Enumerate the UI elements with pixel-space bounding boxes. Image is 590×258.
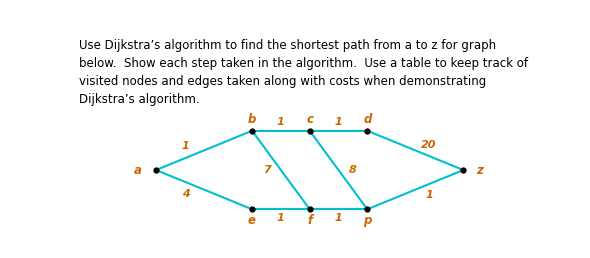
Text: f: f xyxy=(307,214,312,227)
Text: a: a xyxy=(134,164,142,176)
Text: b: b xyxy=(248,113,256,126)
Text: z: z xyxy=(476,164,483,176)
Text: 4: 4 xyxy=(182,189,189,199)
Text: e: e xyxy=(248,214,256,227)
Text: 1: 1 xyxy=(335,117,342,127)
Text: visited nodes and edges taken along with costs when demonstrating: visited nodes and edges taken along with… xyxy=(79,75,487,88)
Text: 1: 1 xyxy=(182,141,189,151)
Text: Dijkstra’s algorithm.: Dijkstra’s algorithm. xyxy=(79,93,200,106)
Text: below.  Show each step taken in the algorithm.  Use a table to keep track of: below. Show each step taken in the algor… xyxy=(79,57,528,70)
Text: 1: 1 xyxy=(425,190,433,200)
Text: 1: 1 xyxy=(277,117,285,127)
Text: 1: 1 xyxy=(277,213,285,223)
Text: 7: 7 xyxy=(263,165,271,175)
Text: 8: 8 xyxy=(348,165,356,175)
Text: 20: 20 xyxy=(421,140,437,150)
Text: 1: 1 xyxy=(335,213,342,223)
Text: c: c xyxy=(306,113,313,126)
Text: p: p xyxy=(363,214,372,227)
Text: Use Dijkstra’s algorithm to find the shortest path from a to z for graph: Use Dijkstra’s algorithm to find the sho… xyxy=(79,39,496,52)
Text: d: d xyxy=(363,113,372,126)
